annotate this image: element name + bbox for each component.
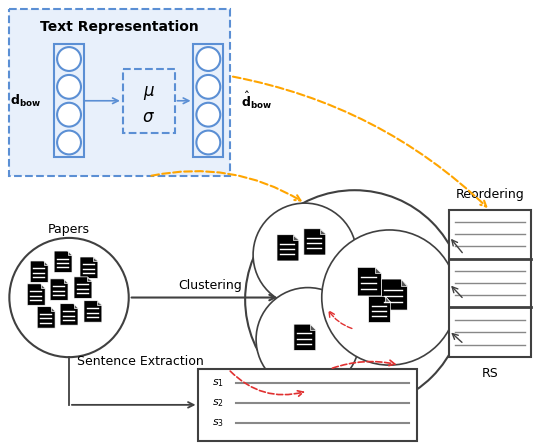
Circle shape <box>57 103 81 127</box>
Polygon shape <box>50 307 55 311</box>
Polygon shape <box>277 235 299 261</box>
Polygon shape <box>358 267 381 296</box>
Polygon shape <box>98 301 102 305</box>
Polygon shape <box>88 277 92 281</box>
Polygon shape <box>368 296 390 322</box>
Circle shape <box>253 203 357 306</box>
Polygon shape <box>30 261 48 282</box>
Polygon shape <box>41 284 45 288</box>
Circle shape <box>196 47 220 71</box>
Polygon shape <box>385 296 390 302</box>
Text: Papers: Papers <box>48 223 90 236</box>
Ellipse shape <box>245 190 464 409</box>
Polygon shape <box>320 229 326 234</box>
Circle shape <box>57 131 81 154</box>
Polygon shape <box>37 307 55 328</box>
Polygon shape <box>93 257 98 261</box>
Polygon shape <box>381 279 407 310</box>
Polygon shape <box>44 261 48 265</box>
Text: Clustering: Clustering <box>179 279 242 292</box>
Polygon shape <box>401 279 407 285</box>
Text: $\hat{\mathbf{d}}_\mathbf{bow}$: $\hat{\mathbf{d}}_\mathbf{bow}$ <box>241 90 272 112</box>
Polygon shape <box>73 304 78 308</box>
Circle shape <box>196 131 220 154</box>
Text: $\mu$: $\mu$ <box>142 84 155 102</box>
Circle shape <box>9 238 129 357</box>
Text: RS: RS <box>482 367 498 380</box>
Circle shape <box>196 103 220 127</box>
Polygon shape <box>54 251 72 273</box>
Polygon shape <box>60 304 78 325</box>
FancyBboxPatch shape <box>123 69 174 132</box>
Polygon shape <box>80 257 98 278</box>
FancyBboxPatch shape <box>198 369 417 441</box>
Circle shape <box>256 288 359 391</box>
Polygon shape <box>84 301 102 322</box>
Polygon shape <box>64 279 68 283</box>
Polygon shape <box>375 267 381 273</box>
Polygon shape <box>27 284 45 305</box>
Circle shape <box>57 75 81 99</box>
Text: $s_3$: $s_3$ <box>212 417 224 429</box>
Text: Text Representation: Text Representation <box>41 20 199 34</box>
Text: $\sigma$: $\sigma$ <box>142 107 155 126</box>
Circle shape <box>57 47 81 71</box>
Text: $s_1$: $s_1$ <box>212 377 224 389</box>
Polygon shape <box>74 277 92 298</box>
Text: Reordering: Reordering <box>455 188 524 201</box>
Circle shape <box>322 230 457 365</box>
FancyBboxPatch shape <box>449 210 530 357</box>
Polygon shape <box>293 235 299 240</box>
Text: $s_2$: $s_2$ <box>212 397 224 409</box>
Polygon shape <box>304 229 326 255</box>
Polygon shape <box>50 279 68 300</box>
Polygon shape <box>294 324 316 351</box>
Polygon shape <box>67 251 72 256</box>
Text: Sentence Extraction: Sentence Extraction <box>77 355 204 368</box>
FancyBboxPatch shape <box>9 9 230 176</box>
Circle shape <box>196 75 220 99</box>
Text: $\mathbf{d}_\mathbf{bow}$: $\mathbf{d}_\mathbf{bow}$ <box>10 93 41 109</box>
Polygon shape <box>310 324 316 330</box>
